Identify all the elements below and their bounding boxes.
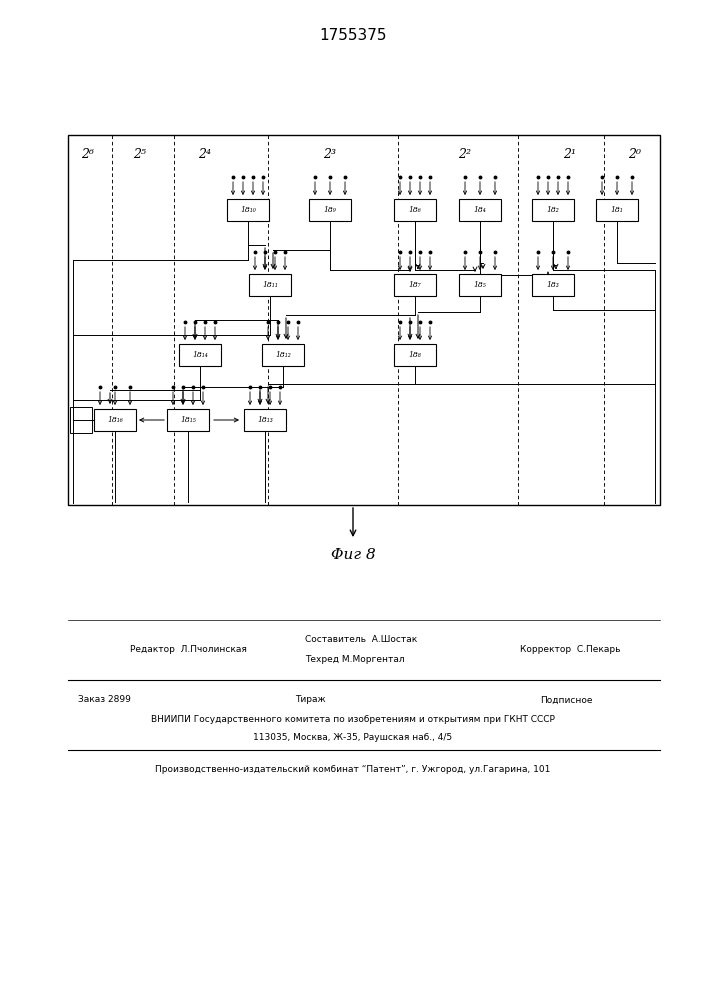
Text: 18₁₅: 18₁₅ xyxy=(180,416,196,424)
Text: 1755375: 1755375 xyxy=(320,27,387,42)
Text: 18₁₂: 18₁₂ xyxy=(275,351,291,359)
Bar xyxy=(459,199,501,221)
Text: 18₁₆: 18₁₆ xyxy=(107,416,123,424)
Text: 18₉: 18₉ xyxy=(324,206,337,214)
Text: 18₄: 18₄ xyxy=(474,206,486,214)
Text: 18₁₀: 18₁₀ xyxy=(240,206,256,214)
Text: 18₈: 18₈ xyxy=(409,351,421,359)
Text: 2⁴: 2⁴ xyxy=(199,148,211,161)
Text: 2⁵: 2⁵ xyxy=(134,148,146,161)
Bar xyxy=(394,199,436,221)
Text: 18₆: 18₆ xyxy=(409,206,421,214)
Text: 2³: 2³ xyxy=(324,148,337,161)
Text: 2²: 2² xyxy=(459,148,472,161)
Text: 18₁₄: 18₁₄ xyxy=(192,351,208,359)
Text: 113035, Москва, Ж-35, Раушская наб., 4/5: 113035, Москва, Ж-35, Раушская наб., 4/5 xyxy=(253,734,452,742)
Bar xyxy=(179,344,221,366)
Bar xyxy=(459,274,501,296)
Text: 18₂: 18₂ xyxy=(547,206,559,214)
Text: Техред М.Моргентал: Техред М.Моргентал xyxy=(305,656,404,664)
Text: 18₇: 18₇ xyxy=(409,281,421,289)
Bar xyxy=(227,199,269,221)
Bar xyxy=(68,135,660,505)
Bar xyxy=(532,274,574,296)
Text: Производственно-издательский комбинат “Патент”, г. Ужгород, ул.Гагарина, 101: Производственно-издательский комбинат “П… xyxy=(156,766,551,774)
Bar xyxy=(394,344,436,366)
Bar xyxy=(94,409,136,431)
Text: 2⁰: 2⁰ xyxy=(629,148,641,161)
Bar xyxy=(70,407,92,433)
Text: Заказ 2899: Заказ 2899 xyxy=(78,696,131,704)
Text: Редактор  Л.Пчолинская: Редактор Л.Пчолинская xyxy=(130,646,247,654)
Text: 18₁₃: 18₁₃ xyxy=(257,416,273,424)
Bar xyxy=(532,199,574,221)
Bar xyxy=(249,274,291,296)
Text: Подписное: Подписное xyxy=(540,696,592,704)
Text: 2¹: 2¹ xyxy=(563,148,576,161)
Text: 2⁶: 2⁶ xyxy=(81,148,95,161)
Text: Тираж: Тираж xyxy=(295,696,325,704)
Text: ВНИИПИ Государственного комитета по изобретениям и открытиям при ГКНТ СССР: ВНИИПИ Государственного комитета по изоб… xyxy=(151,716,555,724)
Bar xyxy=(596,199,638,221)
Text: 18₁: 18₁ xyxy=(611,206,624,214)
Text: 18₃: 18₃ xyxy=(547,281,559,289)
Bar xyxy=(167,409,209,431)
Bar xyxy=(262,344,304,366)
Text: 18₅: 18₅ xyxy=(474,281,486,289)
Text: 18₁₁: 18₁₁ xyxy=(262,281,278,289)
Text: Корректор  С.Пекарь: Корректор С.Пекарь xyxy=(520,646,621,654)
Bar xyxy=(309,199,351,221)
Bar xyxy=(394,274,436,296)
Text: Φиг 8: Φиг 8 xyxy=(331,548,375,562)
Bar xyxy=(244,409,286,431)
Text: Составитель  А.Шостак: Составитель А.Шостак xyxy=(305,636,417,645)
